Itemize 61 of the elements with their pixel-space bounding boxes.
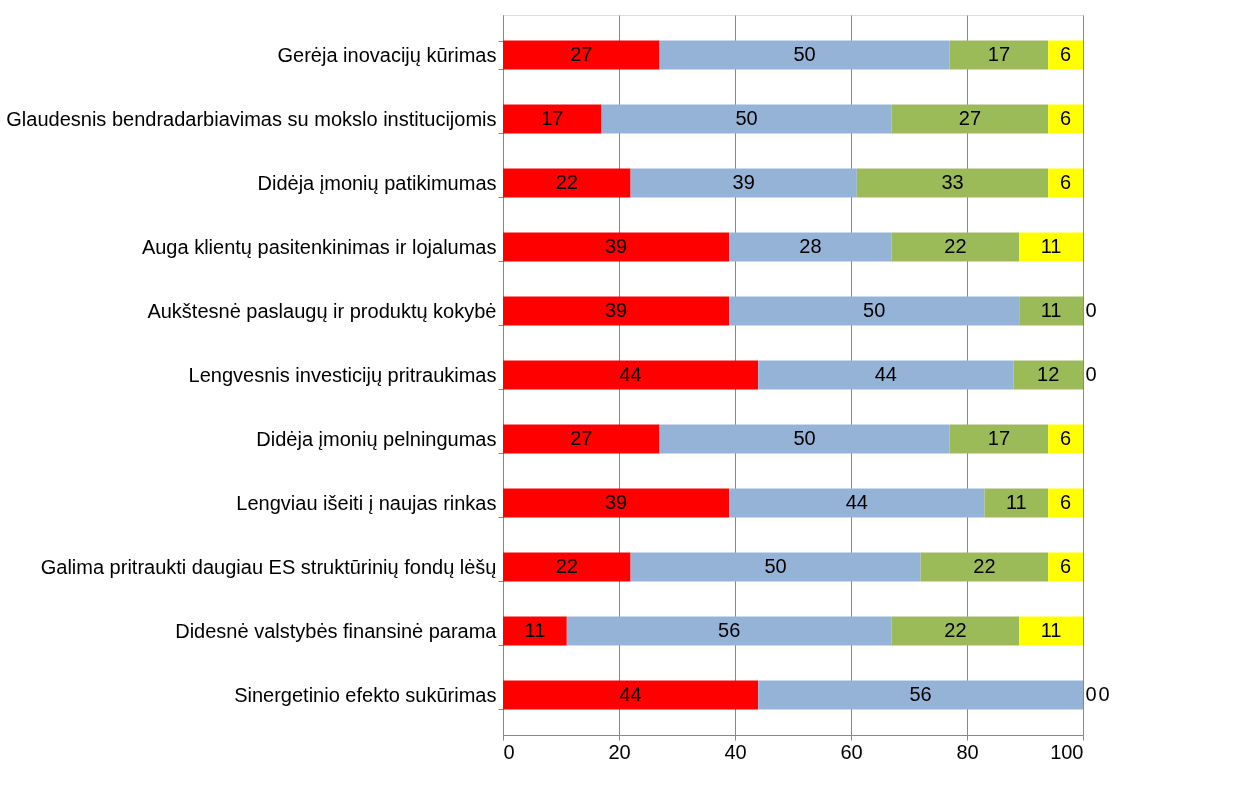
data-label: 39: [604, 235, 628, 257]
data-label: 11: [524, 619, 546, 641]
data-label: 11: [1005, 491, 1027, 513]
data-label: 11: [1040, 619, 1062, 641]
data-label: 56: [718, 619, 741, 641]
data-label: 39: [604, 491, 628, 513]
y-tick-label: Didėja įmonių patikimumas: [257, 171, 497, 194]
data-label: 6: [1060, 43, 1072, 65]
data-label: 22: [944, 619, 967, 641]
data-label: 17: [541, 107, 564, 129]
data-label: 22: [555, 171, 578, 193]
data-label: 50: [863, 299, 886, 321]
data-label: 39: [732, 171, 755, 193]
data-label: 50: [793, 43, 816, 65]
data-label: 50: [735, 107, 758, 129]
y-tick-label: Gerėja inovacijų kūrimas: [277, 43, 497, 66]
data-label: 0: [1085, 363, 1097, 385]
data-label: 39: [604, 299, 628, 321]
y-tick-label: Lengviau išeiti į naujas rinkas: [236, 491, 497, 514]
y-tick-label: Didėja įmonių pelningumas: [256, 427, 497, 450]
data-label: 6: [1060, 555, 1072, 577]
data-label: 27: [570, 43, 593, 65]
x-tick-label: 40: [724, 740, 747, 763]
data-label: 44: [874, 363, 897, 385]
data-label: 33: [941, 171, 964, 193]
data-label: 0: [1085, 683, 1097, 705]
data-label: 27: [570, 427, 593, 449]
y-tick-label: Didesnė valstybės finansinė parama: [175, 619, 498, 642]
data-label: 44: [619, 363, 642, 385]
x-tick-label: 60: [840, 740, 863, 763]
data-label: 11: [1040, 299, 1062, 321]
data-label: 11: [1040, 235, 1062, 257]
y-tick-label: Glaudesnis bendradarbiavimas su mokslo institucijomis: [6, 107, 497, 130]
data-label: 28: [799, 235, 822, 257]
data-label: 50: [793, 427, 816, 449]
data-label: 44: [845, 491, 868, 513]
data-label: 22: [944, 235, 967, 257]
data-label: 17: [987, 43, 1011, 65]
x-tick-label: 80: [956, 740, 979, 763]
y-tick-label: Aukštesnė paslaugų ir produktų kokybė: [147, 299, 497, 322]
data-label: 44: [619, 683, 642, 705]
y-tick-label: Sinergetinio efekto sukūrimas: [234, 683, 497, 706]
data-label: 56: [909, 683, 932, 705]
data-label: 27: [958, 107, 982, 129]
data-label: 17: [987, 427, 1011, 449]
data-label: 0: [1098, 683, 1110, 705]
y-tick-label: Galima pritraukti daugiau ES struktūrinių fondų lėšų: [40, 555, 497, 578]
data-label: 22: [973, 555, 996, 577]
x-tick-label: 20: [608, 740, 631, 763]
data-label: 6: [1060, 171, 1072, 193]
data-label: 6: [1060, 427, 1072, 449]
data-label: 22: [555, 555, 578, 577]
data-label: 50: [764, 555, 787, 577]
y-tick-label: Auga klientų pasitenkinimas ir lojalumas: [141, 235, 497, 258]
y-tick-label: Lengvesnis investicijų pritraukimas: [188, 363, 497, 386]
data-label: 6: [1060, 107, 1072, 129]
data-label: 0: [1085, 299, 1097, 321]
x-tick-label: 100: [1050, 740, 1084, 763]
data-label: 6: [1060, 491, 1072, 513]
data-label: 12: [1037, 363, 1060, 385]
x-tick-label: 0: [503, 740, 515, 763]
